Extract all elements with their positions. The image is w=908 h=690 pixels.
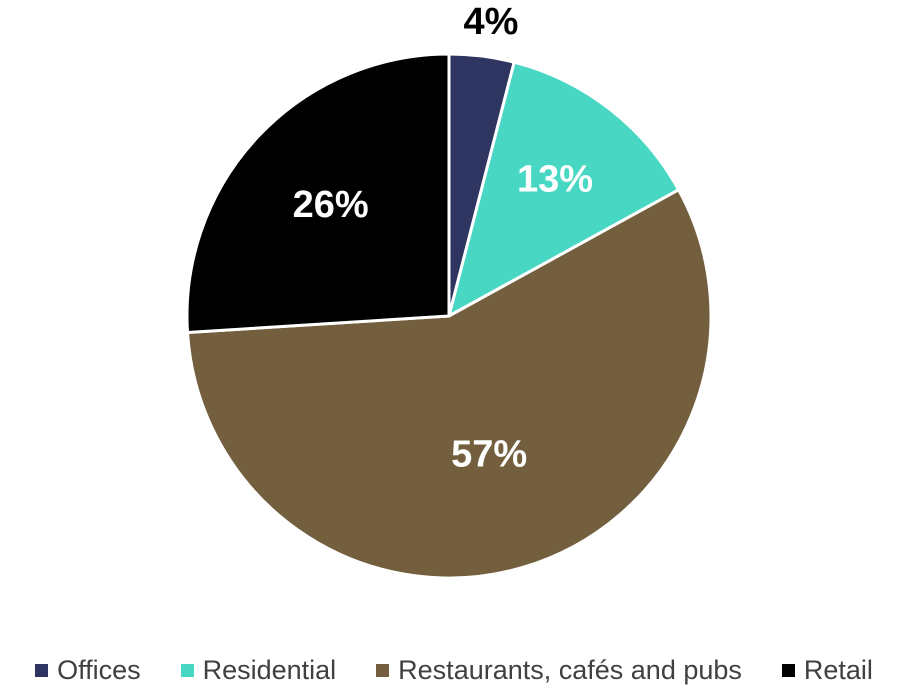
legend-item-residential: Residential xyxy=(180,654,337,686)
legend-label-residential: Residential xyxy=(202,654,337,685)
data-label-residential: 13% xyxy=(517,158,593,200)
legend-swatch-retail xyxy=(781,663,795,677)
legend-label-retail: Retail xyxy=(803,654,873,685)
legend-swatch-offices xyxy=(35,663,49,677)
pie-slice-residential xyxy=(447,60,681,318)
legend-swatch-restaurants xyxy=(376,663,390,677)
legend-item-retail: Retail xyxy=(781,654,873,686)
data-label-offices: 4% xyxy=(464,1,519,43)
pie-data-labels: 4% 13% 57% 26% xyxy=(293,1,593,475)
pie-slices xyxy=(185,52,713,580)
pie-slice-restaurants xyxy=(186,188,713,580)
legend-item-restaurants: Restaurants, cafés and pubs xyxy=(376,655,742,686)
chart-legend: Offices Residential Restaurants, cafés a… xyxy=(0,650,908,690)
legend-label-restaurants: Restaurants, cafés and pubs xyxy=(398,654,742,685)
legend-label-offices: Offices xyxy=(57,654,141,685)
data-label-retail: 26% xyxy=(293,184,369,226)
pie-slice-retail xyxy=(185,52,451,334)
legend-item-offices: Offices xyxy=(35,655,141,686)
legend-swatch-residential xyxy=(180,663,194,677)
data-label-restaurants: 57% xyxy=(451,433,527,475)
